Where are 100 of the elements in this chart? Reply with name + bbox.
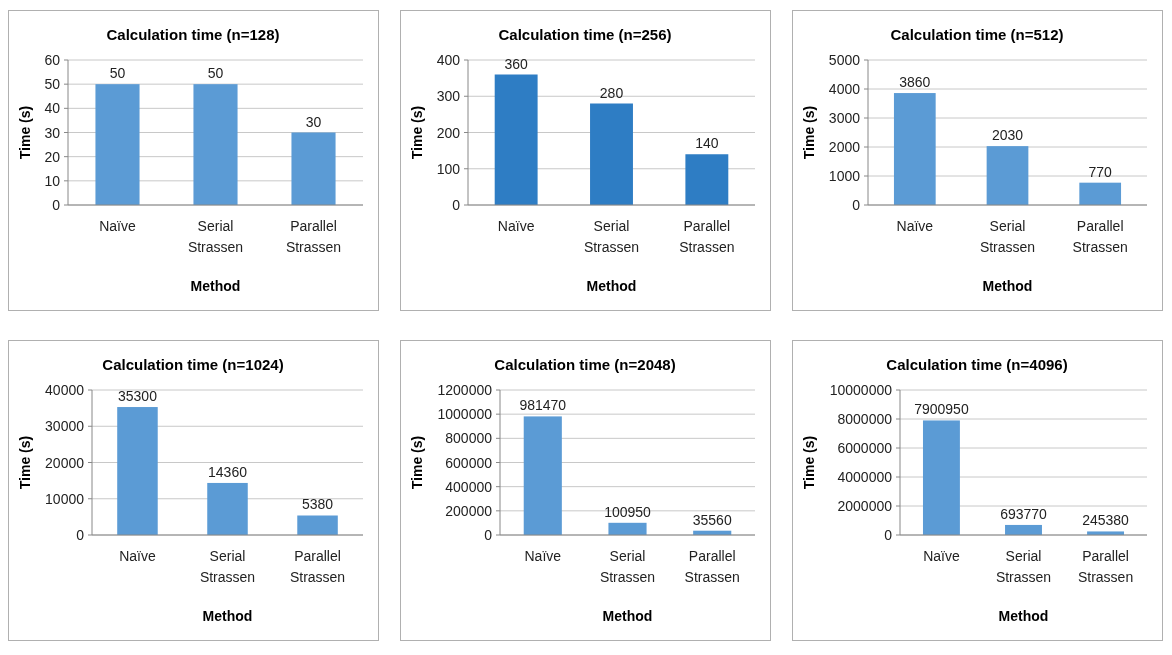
y-tick-label: 400000 [445, 478, 493, 495]
y-axis-title: Time (s) [409, 105, 425, 160]
x-tick-label: Naïve [99, 218, 136, 234]
x-tick-label: Serial Strassen [187, 218, 244, 255]
data-label: 981470 [519, 397, 567, 414]
x-tick-label: Naïve [119, 548, 156, 564]
data-label: 245380 [1082, 512, 1130, 529]
x-tick-label: Serial Strassen [199, 548, 256, 585]
data-label: 14360 [208, 463, 248, 480]
x-tick-label: Serial Strassen [979, 218, 1036, 255]
data-label: 7900950 [914, 401, 969, 418]
data-label: 50 [109, 65, 126, 82]
y-tick-label: 5000 [828, 52, 861, 68]
y-tick-label: 60 [44, 52, 61, 68]
y-tick-label: 40000 [45, 382, 85, 398]
bar [523, 416, 562, 535]
data-label: 3860 [899, 74, 931, 91]
y-tick-label: 0 [484, 527, 493, 543]
bar [1005, 524, 1042, 535]
y-tick-label: 800000 [445, 430, 493, 447]
data-label: 280 [599, 84, 624, 101]
data-label: 35560 [692, 511, 732, 528]
x-tick-label: Naïve [524, 548, 562, 564]
chart-title: Calculation time (n=4096) [886, 356, 1068, 373]
data-label: 770 [1088, 163, 1113, 180]
bar [207, 482, 248, 535]
x-axis-title: Method [586, 278, 637, 294]
y-tick-label: 0 [76, 527, 85, 543]
y-tick-label: 30 [44, 124, 61, 141]
x-axis-title: Method [202, 608, 253, 624]
y-tick-label: 20 [44, 148, 61, 165]
y-tick-label: 4000000 [837, 469, 893, 485]
x-tick-label: Parallel Strassen [285, 218, 342, 255]
y-tick-label: 100 [436, 160, 461, 177]
data-label: 5380 [301, 496, 334, 513]
bar [297, 515, 338, 535]
x-axis-title: Method [982, 278, 1033, 294]
y-tick-label: 600000 [445, 454, 493, 471]
y-tick-label: 50 [44, 76, 61, 93]
y-tick-label: 40 [44, 100, 61, 117]
x-tick-label: Naïve [896, 218, 934, 234]
y-tick-label: 0 [884, 527, 893, 543]
x-tick-label: Serial Strassen [599, 548, 656, 585]
data-label: 360 [504, 55, 529, 72]
bar [590, 103, 633, 205]
y-tick-label: 0 [52, 197, 61, 213]
bar [1079, 182, 1122, 205]
y-tick-label: 3000 [828, 110, 861, 126]
chart-title: Calculation time (n=128) [106, 26, 280, 43]
y-tick-label: 0 [852, 197, 861, 213]
y-tick-label: 8000000 [837, 411, 893, 427]
bar [893, 93, 936, 205]
bar [494, 74, 538, 205]
y-axis-title: Time (s) [17, 435, 33, 490]
y-tick-label: 10 [44, 172, 61, 189]
x-tick-label: Parallel Strassen [679, 218, 735, 255]
x-tick-label: Serial Strassen [995, 548, 1052, 585]
y-tick-label: 4000 [828, 81, 861, 97]
y-tick-label: 200 [436, 124, 461, 141]
y-tick-label: 30000 [45, 418, 85, 435]
x-tick-label: Parallel Strassen [289, 548, 346, 585]
y-tick-label: 2000 [828, 139, 861, 155]
bar [922, 420, 960, 535]
x-tick-label: Parallel Strassen [1077, 548, 1134, 585]
data-label: 100950 [604, 503, 652, 520]
chart-title: Calculation time (n=256) [498, 26, 672, 43]
x-axis-title: Method [190, 278, 241, 294]
data-label: 50 [207, 65, 224, 82]
chart-title: Calculation time (n=2048) [494, 356, 676, 373]
y-tick-label: 1000000 [437, 406, 493, 423]
bar [117, 407, 158, 535]
y-tick-label: 400 [436, 52, 461, 68]
bar [986, 146, 1029, 205]
y-tick-label: 200000 [445, 502, 493, 519]
x-axis-title: Method [602, 608, 653, 624]
x-tick-label: Naïve [923, 548, 960, 564]
y-axis-title: Time (s) [801, 435, 817, 490]
y-tick-label: 2000000 [837, 498, 893, 514]
y-tick-label: 1000 [828, 168, 861, 184]
x-tick-label: Naïve [497, 218, 535, 234]
y-tick-label: 20000 [45, 454, 85, 471]
x-axis-title: Method [998, 608, 1049, 624]
x-tick-label: Parallel Strassen [684, 548, 740, 585]
x-tick-label: Parallel Strassen [1072, 218, 1128, 255]
data-label: 140 [695, 135, 719, 152]
data-label: 35300 [118, 388, 158, 405]
y-tick-label: 0 [452, 197, 461, 213]
bar [608, 522, 647, 535]
chart-title: Calculation time (n=512) [890, 26, 1064, 43]
y-axis-title: Time (s) [409, 435, 425, 490]
y-tick-label: 10000000 [829, 382, 893, 398]
y-tick-label: 300 [436, 88, 461, 105]
data-label: 30 [305, 113, 322, 130]
data-label: 2030 [991, 127, 1024, 144]
bar [685, 154, 729, 205]
chart-title: Calculation time (n=1024) [102, 356, 284, 373]
data-label: 693770 [1000, 505, 1048, 522]
y-tick-label: 6000000 [837, 440, 893, 456]
y-axis-title: Time (s) [801, 105, 817, 160]
y-tick-label: 1200000 [437, 382, 493, 398]
